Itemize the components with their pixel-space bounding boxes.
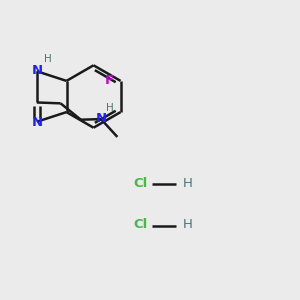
Text: H: H bbox=[182, 218, 192, 231]
Text: H: H bbox=[44, 54, 52, 64]
Text: Cl: Cl bbox=[134, 218, 148, 231]
Text: H: H bbox=[182, 177, 192, 190]
Text: H: H bbox=[106, 103, 114, 113]
Text: F: F bbox=[105, 74, 114, 87]
Text: N: N bbox=[32, 64, 43, 76]
Text: N: N bbox=[96, 112, 107, 125]
Text: Cl: Cl bbox=[134, 177, 148, 190]
Text: N: N bbox=[32, 116, 43, 129]
